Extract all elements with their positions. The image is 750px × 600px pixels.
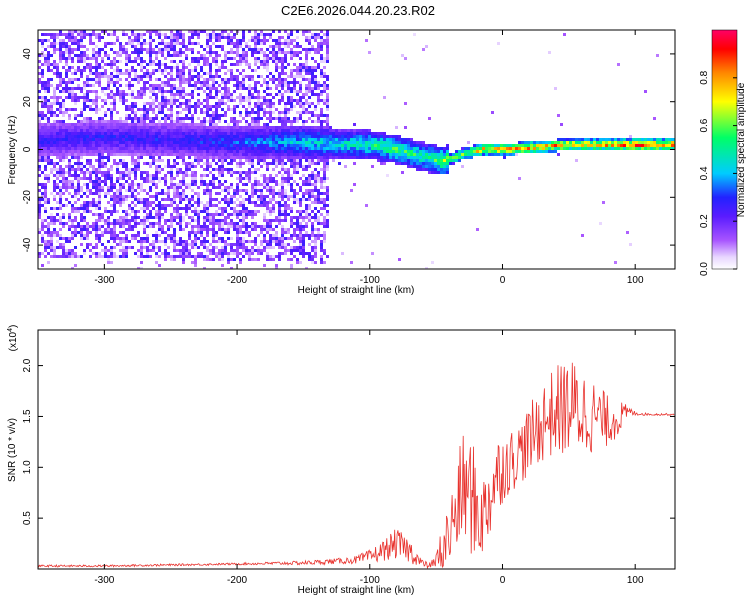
spectrogram-y-tick-label: 40 xyxy=(22,48,33,60)
snr-frame xyxy=(37,329,676,570)
snr-y-label: SNR (10 * v/v) xyxy=(7,418,18,482)
spectrogram-x-tick-label: -100 xyxy=(360,275,380,286)
spectrogram-x-label: Height of straight line (km) xyxy=(298,285,415,296)
snr-y-tick-label: 1.5 xyxy=(22,409,33,423)
colorbar-tick-label: 0.2 xyxy=(699,214,710,228)
spectrogram-x-tick-label: -300 xyxy=(94,275,114,286)
spectrogram-x-tick-label: 100 xyxy=(627,275,644,286)
snr-scale-exponent: 4 xyxy=(7,328,14,332)
spectrogram-y-tick-label: 20 xyxy=(22,96,33,108)
snr-panel: -300 -200 -100 0 100 0.5 1.0 1.5 2.0 Height of … xyxy=(7,325,676,596)
snr-scale-label: (x104) xyxy=(7,325,19,352)
colorbar-ticks: 0.0 0.2 0.4 0.6 0.8 xyxy=(699,70,737,276)
spectrogram-x-tick-label: -200 xyxy=(227,275,247,286)
spectrogram-y-ticks: -40 -20 0 20 40 xyxy=(22,48,675,252)
snr-x-tick-label: 0 xyxy=(500,575,506,586)
colorbar-label: Normalized spectral amplitude xyxy=(736,82,747,217)
spectrogram-y-label: Frequency (Hz) xyxy=(7,116,18,185)
colorbar-tick-label: 0.4 xyxy=(699,166,710,180)
snr-y-ticks: 0.5 1.0 1.5 2.0 xyxy=(22,358,675,525)
snr-x-tick-label: -200 xyxy=(227,575,247,586)
snr-series-line xyxy=(38,362,675,569)
spectrogram-y-tick-label: -40 xyxy=(22,237,33,252)
spectrogram-x-ticks: -300 -200 -100 0 100 xyxy=(94,30,644,286)
snr-scale-prefix: (x10 xyxy=(8,331,19,351)
snr-x-tick-label: -300 xyxy=(94,575,114,586)
colorbar-tick-label: 0.0 xyxy=(699,262,710,276)
spectrogram-y-tick-label: -20 xyxy=(22,190,33,205)
snr-scale-close: ) xyxy=(8,325,19,328)
figure-title: C2E6.2026.044.20.23.R02 xyxy=(281,3,435,18)
spectrogram-y-tick-label: 0 xyxy=(22,146,33,152)
snr-y-tick-label: 1.0 xyxy=(22,460,33,474)
snr-x-label: Height of straight line (km) xyxy=(298,585,415,596)
snr-y-tick-label: 0.5 xyxy=(22,511,33,525)
snr-y-tick-label: 2.0 xyxy=(22,358,33,372)
colorbar-gradient xyxy=(711,29,738,270)
spectrogram-x-tick-label: 0 xyxy=(500,275,506,286)
colorbar: 0.0 0.2 0.4 0.6 0.8 Normalized spectral ampl… xyxy=(699,29,747,276)
snr-x-ticks: -300 -200 -100 0 100 xyxy=(94,330,644,586)
colorbar-tick-label: 0.8 xyxy=(699,70,710,84)
spectrogram-cells xyxy=(38,30,675,269)
snr-x-tick-label: -100 xyxy=(360,575,380,586)
snr-x-tick-label: 100 xyxy=(627,575,644,586)
colorbar-tick-label: 0.6 xyxy=(699,118,710,132)
